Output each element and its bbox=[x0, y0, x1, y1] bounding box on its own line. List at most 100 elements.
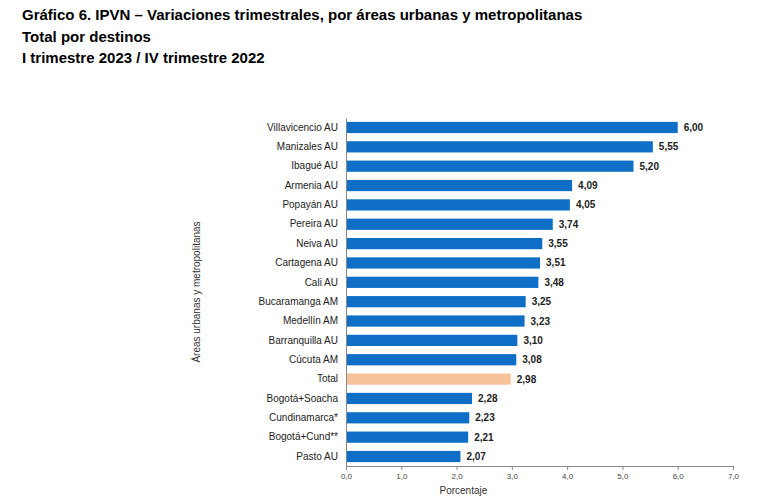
y-tick-label: Cúcuta AM bbox=[289, 354, 338, 365]
y-tick: Barranquilla AU bbox=[269, 335, 338, 346]
y-tick: Armenia AU bbox=[285, 180, 338, 191]
bar bbox=[346, 141, 653, 152]
x-axis-title: Porcentaje bbox=[440, 485, 488, 496]
y-tick-label: Pereira AU bbox=[290, 218, 338, 229]
data-label: 2,98 bbox=[517, 374, 537, 385]
y-tick-label: Total bbox=[317, 373, 338, 384]
bar bbox=[346, 277, 538, 288]
x-tick-mark bbox=[678, 466, 679, 470]
bar bbox=[346, 219, 553, 230]
y-tick-label: Cartagena AU bbox=[275, 257, 338, 268]
x-tick-label: 1,0 bbox=[396, 472, 408, 481]
y-tick-label: Pasto AU bbox=[296, 451, 338, 462]
x-axis: 0,0 1,0 2,0 3,0 4,0 5,0 6,0 7,0 bbox=[341, 466, 740, 481]
subtitle: I trimestre 2023 / IV trimestre 2022 bbox=[22, 49, 265, 66]
y-tick-label: Bucaramanga AM bbox=[259, 296, 339, 307]
y-tick-label: Medellín AM bbox=[283, 315, 338, 326]
data-label: 3,10 bbox=[523, 335, 543, 346]
y-tick: Bogotá+Soacha bbox=[267, 393, 339, 404]
x-tick: 3,0 bbox=[507, 466, 519, 481]
bars bbox=[346, 122, 678, 462]
x-tick-label: 0,0 bbox=[341, 472, 353, 481]
y-tick: Total bbox=[317, 373, 338, 384]
data-label: 6,00 bbox=[684, 122, 704, 133]
y-tick: Ibagué AU bbox=[291, 160, 338, 171]
x-tick: 4,0 bbox=[562, 466, 574, 481]
y-tick: Cúcuta AM bbox=[289, 354, 338, 365]
plot: 6,005,555,204,094,053,743,553,513,483,25… bbox=[259, 119, 740, 481]
y-tick-label: Ibagué AU bbox=[291, 160, 338, 171]
x-tick-label: 4,0 bbox=[562, 472, 574, 481]
y-tick-label: Cali AU bbox=[305, 277, 338, 288]
bar bbox=[346, 432, 468, 443]
data-label: 5,55 bbox=[659, 141, 679, 152]
bar bbox=[346, 412, 469, 423]
x-tick: 1,0 bbox=[396, 466, 408, 481]
data-label: 4,05 bbox=[576, 199, 596, 210]
y-tick: Cartagena AU bbox=[275, 257, 338, 268]
x-tick-label: 7,0 bbox=[728, 472, 740, 481]
x-tick: 6,0 bbox=[673, 466, 685, 481]
bar bbox=[346, 180, 572, 191]
bar bbox=[346, 354, 516, 365]
data-label: 3,08 bbox=[522, 354, 542, 365]
bar bbox=[346, 199, 570, 210]
bar bbox=[346, 373, 511, 384]
y-axis-line bbox=[346, 119, 347, 467]
bar bbox=[346, 335, 517, 346]
bar bbox=[346, 451, 460, 462]
data-label: 3,55 bbox=[548, 238, 568, 249]
bar bbox=[346, 238, 542, 249]
bar bbox=[346, 257, 540, 268]
y-axis: Villavicencio AU Manizales AU Ibagué AU Arm… bbox=[259, 119, 347, 467]
y-tick-label: Popayán AU bbox=[282, 199, 338, 210]
y-tick: Cali AU bbox=[305, 277, 338, 288]
x-tick-label: 5,0 bbox=[617, 472, 629, 481]
data-label: 2,28 bbox=[478, 393, 498, 404]
x-tick-label: 2,0 bbox=[452, 472, 464, 481]
x-tick-mark bbox=[457, 466, 458, 470]
y-tick: Pereira AU bbox=[290, 218, 338, 229]
x-tick-mark bbox=[346, 466, 347, 470]
y-tick: Manizales AU bbox=[277, 141, 338, 152]
y-tick-label: Cundinamarca* bbox=[269, 412, 338, 423]
bar bbox=[346, 315, 525, 326]
y-tick: Bucaramanga AM bbox=[259, 296, 339, 307]
x-tick-mark bbox=[622, 466, 623, 470]
data-label: 3,23 bbox=[531, 316, 551, 327]
chart: Gráfico 6. IPVN – Variaciones trimestral… bbox=[0, 0, 763, 497]
data-label: 2,07 bbox=[466, 451, 486, 462]
data-label: 4,09 bbox=[578, 180, 598, 191]
bar bbox=[346, 393, 472, 404]
y-axis-title: Áreas urbanas y metropolitanas bbox=[190, 221, 202, 362]
y-tick: Medellín AM bbox=[283, 315, 338, 326]
bar bbox=[346, 296, 526, 307]
y-tick-label: Neiva AU bbox=[296, 238, 338, 249]
y-tick-label: Manizales AU bbox=[277, 141, 338, 152]
x-axis-line bbox=[347, 467, 734, 471]
data-label: 3,51 bbox=[546, 257, 566, 268]
data-labels: 6,005,555,204,094,053,743,553,513,483,25… bbox=[466, 122, 703, 462]
bar bbox=[346, 122, 678, 133]
x-tick-mark bbox=[512, 466, 513, 470]
y-tick-label: Barranquilla AU bbox=[269, 335, 338, 346]
y-tick: Villavicencio AU bbox=[267, 122, 338, 133]
title: Gráfico 6. IPVN – Variaciones trimestral… bbox=[22, 6, 582, 23]
x-tick-label: 6,0 bbox=[673, 472, 685, 481]
data-label: 2,21 bbox=[474, 432, 494, 443]
data-label: 3,74 bbox=[559, 219, 579, 230]
y-tick-label: Armenia AU bbox=[285, 180, 338, 191]
y-tick-label: Bogotá+Soacha bbox=[267, 393, 339, 404]
y-tick: Cundinamarca* bbox=[269, 412, 338, 423]
y-tick: Pasto AU bbox=[296, 451, 338, 462]
x-tick: 0,0 bbox=[341, 466, 353, 481]
x-tick-label: 3,0 bbox=[507, 472, 519, 481]
y-tick-label: Bogotá+Cund** bbox=[269, 431, 338, 442]
y-tick: Bogotá+Cund** bbox=[269, 431, 338, 442]
y-tick-label: Villavicencio AU bbox=[267, 122, 338, 133]
data-label: 3,48 bbox=[544, 277, 564, 288]
x-tick-mark bbox=[567, 466, 568, 470]
bar bbox=[346, 161, 633, 172]
x-tick: 5,0 bbox=[617, 466, 629, 481]
data-label: 2,23 bbox=[475, 412, 495, 423]
